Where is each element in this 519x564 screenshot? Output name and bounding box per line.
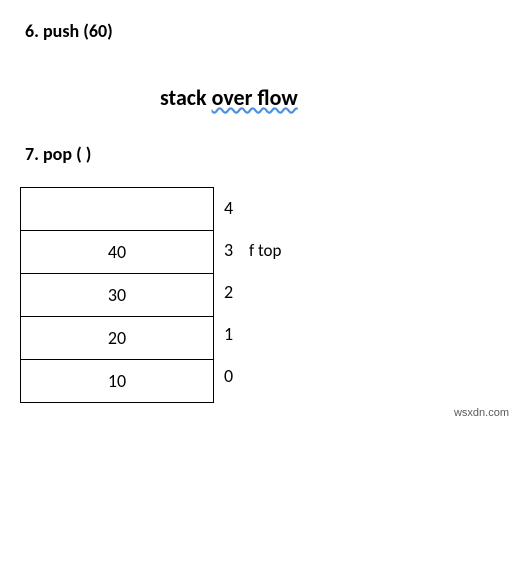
stack-row: 40 <box>21 231 214 274</box>
stack-row: 10 <box>21 360 214 403</box>
overflow-word-overflow: over flow <box>212 84 298 111</box>
stack-cell-0: 10 <box>21 360 214 403</box>
index-row: 3 f top <box>224 229 281 271</box>
step-7-heading: 7. pop ( ) <box>25 143 494 165</box>
index-row: 0 <box>224 355 281 397</box>
index-1: 1 <box>224 323 239 345</box>
index-4: 4 <box>224 197 239 219</box>
index-3: 3 <box>224 239 239 261</box>
stack-table: 40 30 20 10 <box>20 187 214 403</box>
stack-cell-3: 40 <box>21 231 214 274</box>
index-2: 2 <box>224 281 239 303</box>
overflow-text: stack over flow <box>160 84 298 111</box>
top-marker: f top <box>249 240 281 261</box>
stack-diagram: 40 30 20 10 4 3 f top 2 1 0 <box>20 187 494 403</box>
step-7-section: 7. pop ( ) 40 30 20 10 4 3 f top 2 1 0 <box>25 143 494 403</box>
stack-cell-1: 20 <box>21 317 214 360</box>
indices-column: 4 3 f top 2 1 0 <box>224 187 281 397</box>
stack-cell-4 <box>21 188 214 231</box>
index-row: 1 <box>224 313 281 355</box>
step-6-heading: 6. push (60) <box>25 20 494 42</box>
stack-row <box>21 188 214 231</box>
index-row: 4 <box>224 187 281 229</box>
stack-cell-2: 30 <box>21 274 214 317</box>
overflow-container: stack over flow <box>25 84 494 111</box>
index-row: 2 <box>224 271 281 313</box>
stack-row: 20 <box>21 317 214 360</box>
overflow-word-stack: stack <box>160 84 207 111</box>
index-0: 0 <box>224 365 239 387</box>
watermark: wsxdn.com <box>454 407 509 419</box>
stack-row: 30 <box>21 274 214 317</box>
